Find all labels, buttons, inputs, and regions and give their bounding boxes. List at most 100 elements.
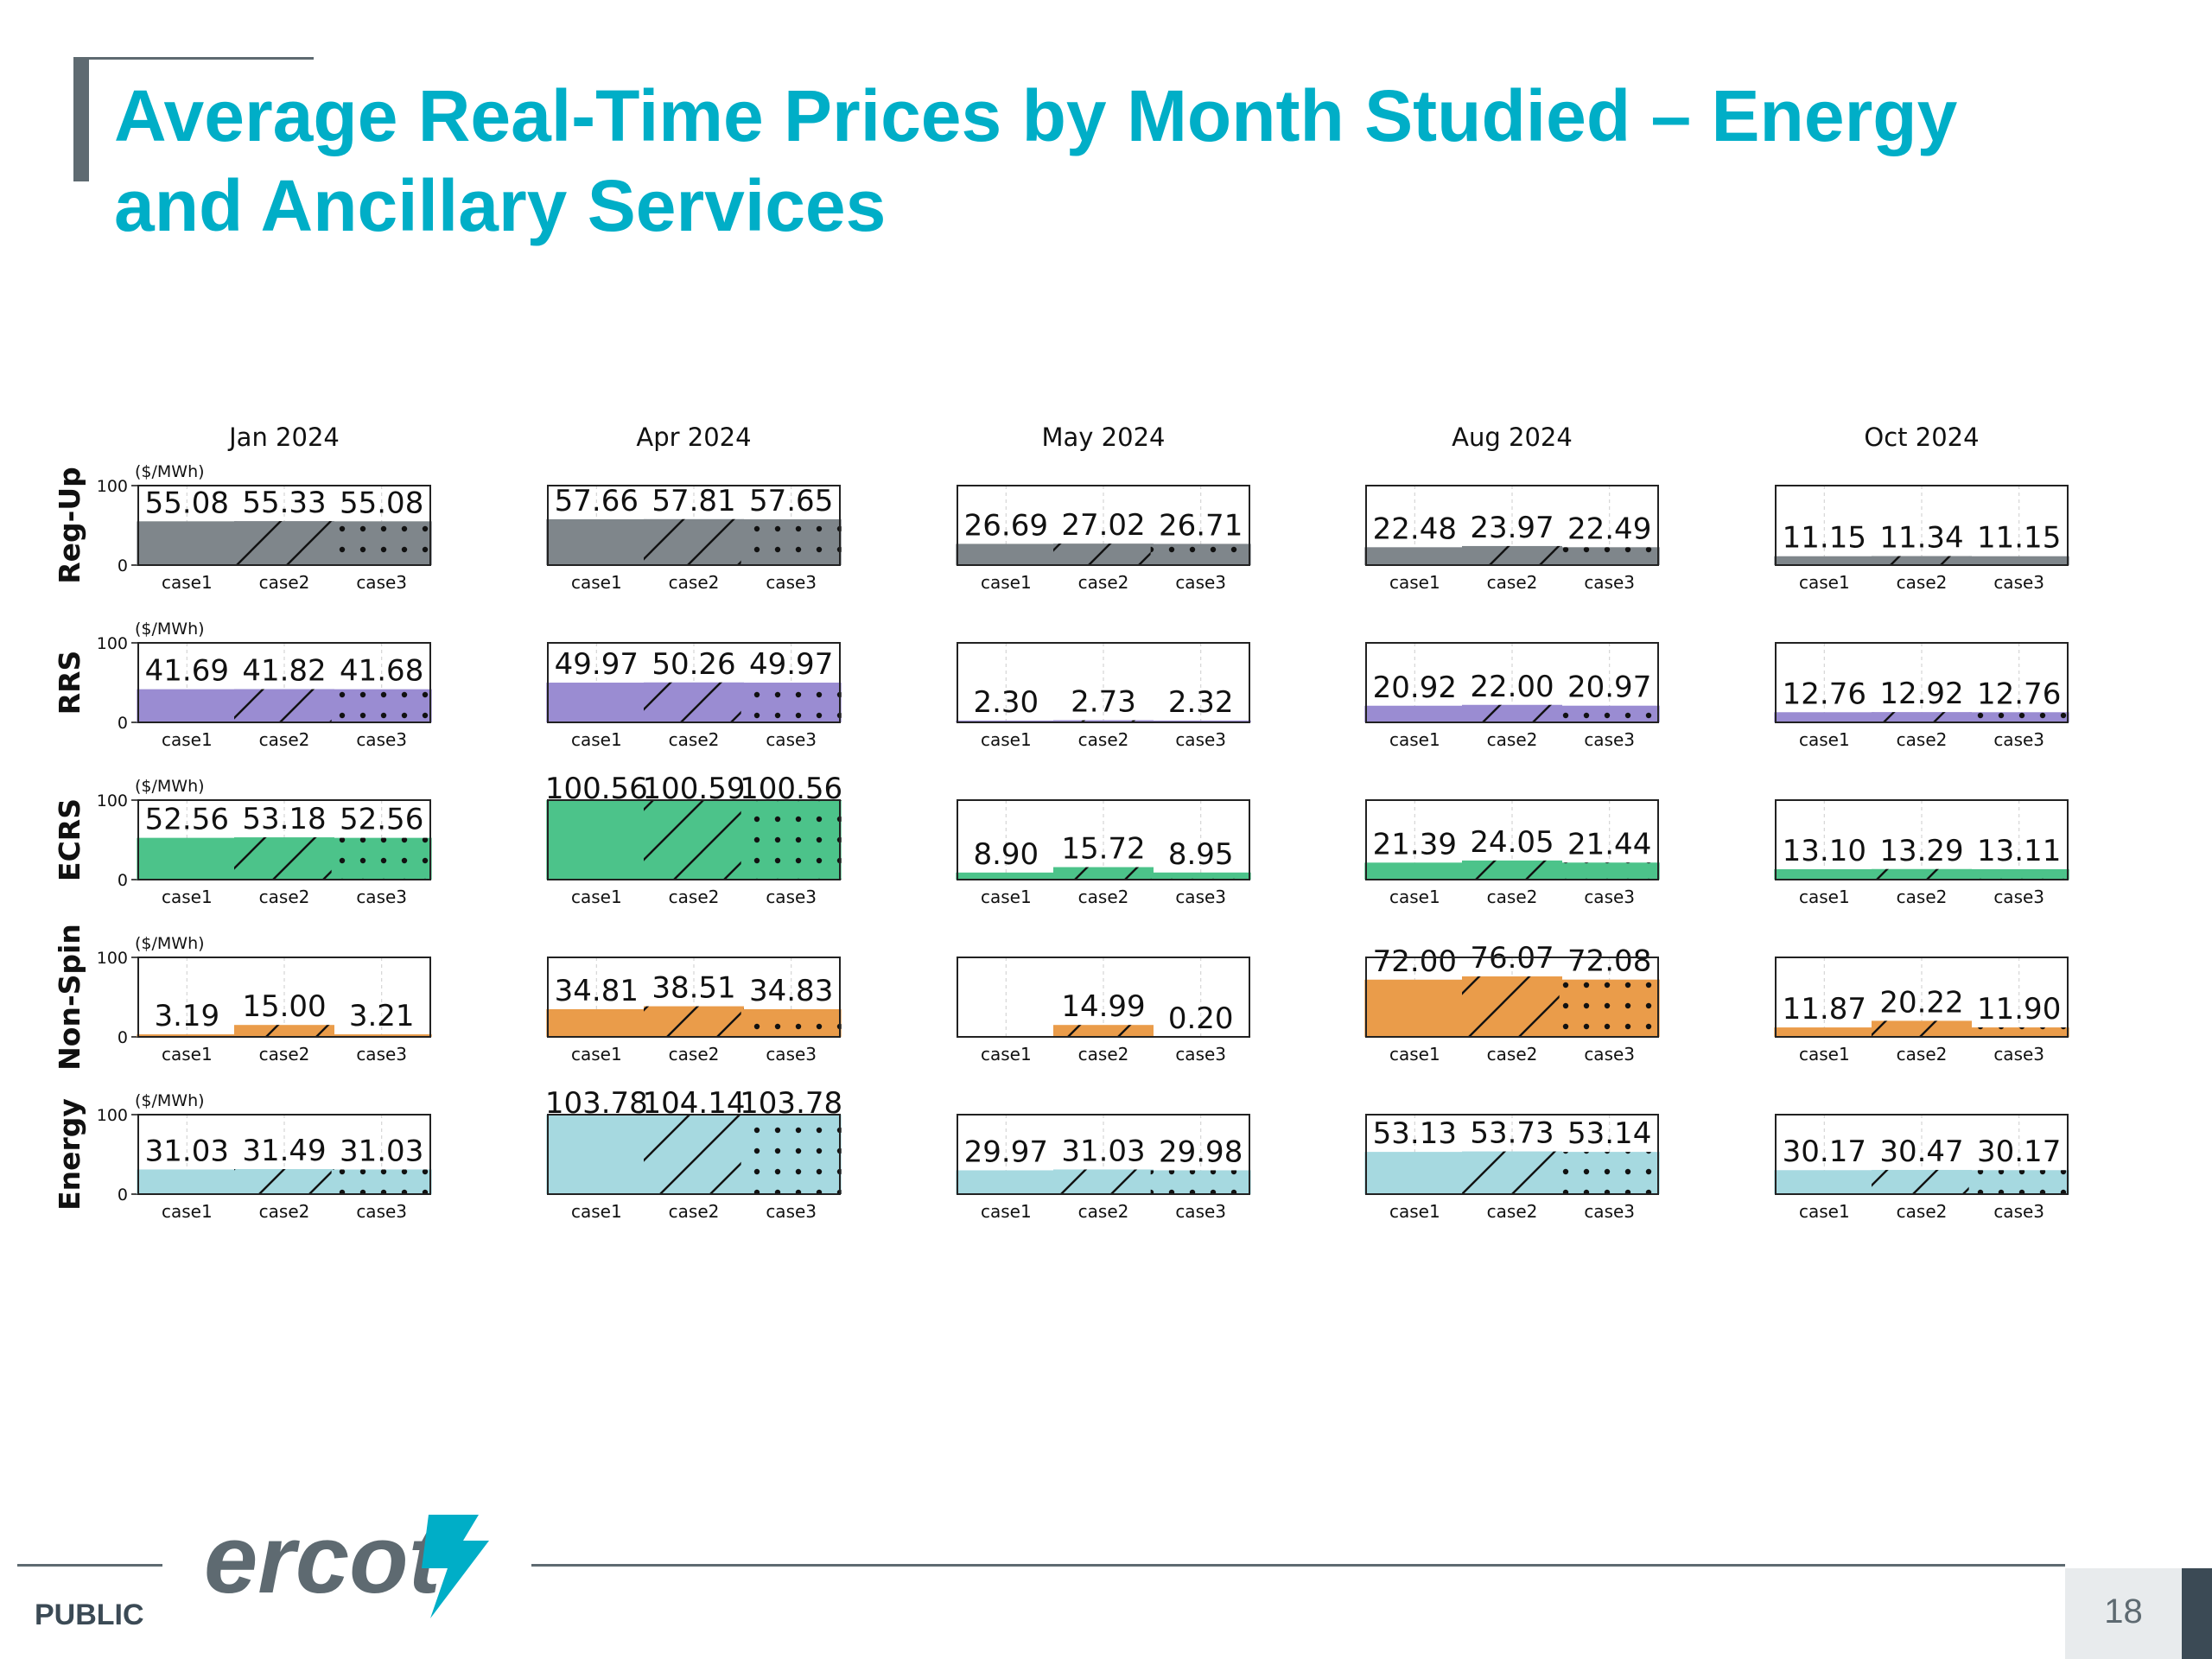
data-label: 11.90 [1977, 992, 2061, 1027]
bar-pattern [644, 682, 744, 722]
data-label: 20.92 [1373, 671, 1457, 705]
panel-frame [1775, 642, 2069, 723]
data-label: 57.65 [749, 484, 833, 518]
x-tick-label: case3 [1175, 729, 1226, 750]
panel-frame [547, 957, 841, 1038]
bar-pattern [1462, 704, 1562, 722]
bar-pattern [1872, 868, 1972, 880]
bar-pattern [1150, 1170, 1251, 1194]
data-label: 8.90 [973, 837, 1039, 872]
x-tick-label: case2 [1487, 729, 1538, 750]
bar-energy-0-case1 [137, 1169, 238, 1194]
bar-pattern [331, 1169, 432, 1194]
data-label: 22.49 [1567, 512, 1651, 546]
data-label: 22.48 [1373, 512, 1457, 546]
bar-pattern [331, 837, 432, 880]
x-tick-label: case1 [981, 887, 1032, 907]
service-label-reg-up: Reg-Up [53, 467, 86, 584]
service-label-ecrs: ECRS [53, 798, 86, 881]
x-tick-label: case3 [1175, 1201, 1226, 1222]
service-label-energy: Energy [53, 1098, 86, 1211]
x-tick-label: case3 [1993, 887, 2044, 907]
title-accent-line [73, 57, 314, 60]
panel-frame [137, 957, 431, 1038]
x-tick-label: case2 [669, 1201, 720, 1222]
x-tick-label: case1 [571, 572, 622, 593]
x-tick-label: case3 [1175, 887, 1226, 907]
x-tick-label: case2 [1078, 729, 1129, 750]
data-label: 11.15 [1783, 521, 1866, 556]
bar-pattern [1559, 705, 1660, 722]
x-tick-label: case2 [1078, 572, 1129, 593]
unit-label: ($/MWh) [135, 777, 205, 796]
bar-pattern [1462, 976, 1562, 1037]
panel-frame [1775, 957, 2069, 1038]
bar-pattern [331, 689, 432, 722]
panel-frame [547, 485, 841, 566]
x-tick-label: case2 [259, 1201, 310, 1222]
data-label: 24.05 [1470, 825, 1554, 860]
panel-frame [137, 642, 431, 723]
x-tick-label: case3 [1175, 1044, 1226, 1065]
data-label: 11.87 [1783, 992, 1866, 1027]
x-tick-label: case1 [981, 729, 1032, 750]
data-label: 72.08 [1567, 944, 1651, 979]
x-tick-label: case1 [1389, 1201, 1440, 1222]
bar-pattern [234, 521, 334, 565]
bar-energy-1-case1 [546, 1115, 647, 1194]
unit-label: ($/MWh) [135, 462, 205, 481]
bar-non-spin-3-case1 [1364, 979, 1465, 1037]
bar-pattern [1872, 712, 1972, 722]
panel-frame [1775, 485, 2069, 566]
panel-frame [1365, 1114, 1659, 1195]
data-label: 22.00 [1470, 670, 1554, 704]
bar-rrs-4-case1 [1774, 712, 1875, 722]
bar-reg-up-2-case1 [956, 543, 1057, 565]
x-tick-label: case2 [669, 729, 720, 750]
x-tick-label: case1 [981, 1201, 1032, 1222]
x-tick-label: case1 [981, 572, 1032, 593]
x-tick-label: case1 [1799, 887, 1850, 907]
x-tick-label: case2 [1078, 1201, 1129, 1222]
data-label: 14.99 [1061, 989, 1145, 1024]
bar-non-spin-1-case1 [546, 1008, 647, 1037]
x-tick-label: case3 [1584, 572, 1635, 593]
bar-pattern [1968, 1027, 2069, 1037]
panel-frame [1365, 799, 1659, 880]
x-tick-label: case1 [1389, 572, 1440, 593]
x-tick-label: case3 [1584, 729, 1635, 750]
x-tick-label: case1 [1389, 1044, 1440, 1065]
ercot-logo: ercot [204, 1508, 489, 1618]
data-label: 21.39 [1373, 827, 1457, 861]
month-title-2: May 2024 [1042, 423, 1166, 452]
data-label: 53.13 [1373, 1116, 1457, 1151]
bar-pattern [741, 518, 842, 565]
data-label: 2.32 [1168, 685, 1234, 720]
x-tick-label: case1 [162, 1044, 213, 1065]
bar-energy-2-case1 [956, 1170, 1057, 1194]
x-tick-label: case3 [1993, 1201, 2044, 1222]
data-label: 2.73 [1071, 684, 1136, 719]
x-tick-label: case1 [571, 729, 622, 750]
data-label: 31.49 [242, 1134, 326, 1168]
data-label: 41.69 [145, 654, 229, 689]
data-label: 41.68 [340, 654, 423, 689]
data-label: 21.44 [1567, 827, 1651, 861]
x-tick-label: case3 [766, 572, 817, 593]
unit-label: ($/MWh) [135, 620, 205, 639]
logo-text: ercot [204, 1508, 445, 1613]
x-tick-label: case3 [1993, 572, 2044, 593]
x-tick-label: case3 [356, 572, 407, 593]
x-tick-label: case2 [259, 1044, 310, 1065]
data-label: 8.95 [1168, 837, 1234, 872]
unit-label: ($/MWh) [135, 1091, 205, 1110]
panel-frame [547, 642, 841, 723]
data-label: 53.73 [1470, 1116, 1554, 1151]
data-label: 53.18 [242, 802, 326, 836]
bar-pattern [644, 800, 744, 880]
data-label: 20.22 [1879, 985, 1963, 1020]
y-tick-label: 0 [118, 714, 128, 733]
bar-pattern [1559, 1152, 1660, 1194]
bar-rrs-1-case1 [546, 683, 647, 722]
footer-rule-right [531, 1564, 2065, 1567]
